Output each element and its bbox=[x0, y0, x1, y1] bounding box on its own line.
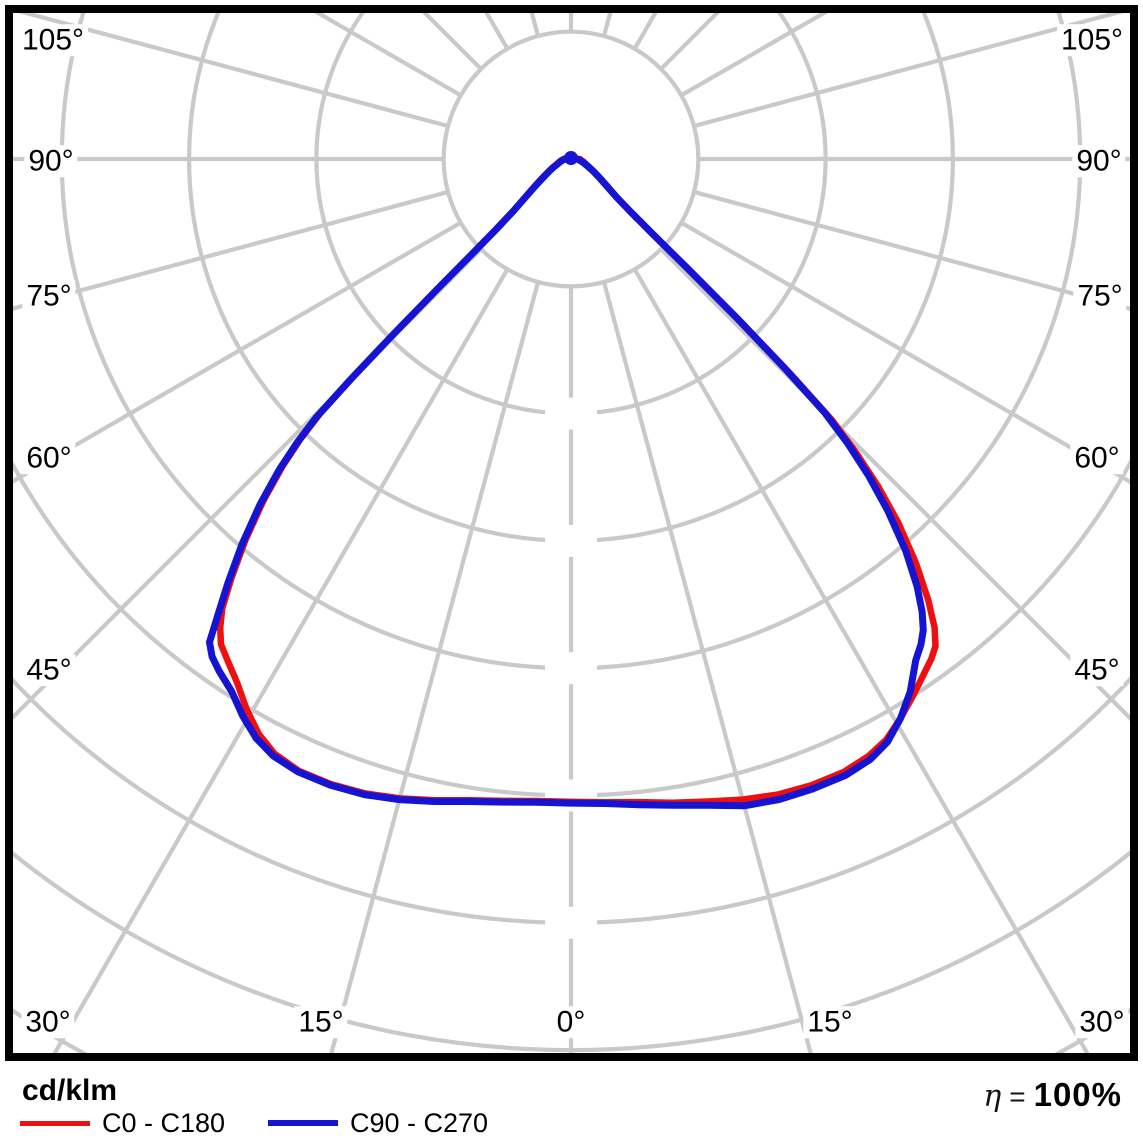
blank-ring-value-box bbox=[545, 906, 597, 939]
legend-label-c90-c270: C90 - C270 bbox=[350, 1107, 489, 1138]
legend-line-red-icon bbox=[20, 1120, 90, 1126]
grid-spoke bbox=[13, 189, 449, 311]
grid-spoke bbox=[52, 268, 510, 1053]
eta-symbol: η bbox=[983, 1079, 1002, 1114]
angle-label: 75° bbox=[1073, 280, 1127, 312]
grid-spoke bbox=[693, 189, 1130, 311]
grid-spoke bbox=[632, 268, 1090, 1053]
angle-label: 75° bbox=[22, 280, 76, 312]
curves bbox=[206, 155, 939, 810]
legend-item-c90-c270: C90 - C270 bbox=[268, 1107, 489, 1138]
efficiency-label: η = 100% bbox=[983, 1076, 1122, 1114]
blank-ring-value-box bbox=[545, 652, 597, 685]
legend-area: cd/klm C0 - C180 C90 - C270 η = 100% bbox=[0, 1062, 1143, 1143]
angle-label: 30° bbox=[21, 1006, 75, 1038]
grid-spoke bbox=[680, 220, 1130, 485]
angle-label: 0° bbox=[552, 1006, 590, 1038]
angle-label: 105° bbox=[1056, 24, 1128, 56]
grid-spoke bbox=[601, 281, 813, 1053]
angle-label: 60° bbox=[1070, 442, 1124, 474]
curve-c90-c270 bbox=[206, 155, 927, 810]
angle-label: 90° bbox=[1072, 145, 1126, 177]
eta-equals: = bbox=[1009, 1081, 1026, 1112]
unit-label: cd/klm bbox=[22, 1074, 118, 1107]
angle-label: 90° bbox=[24, 145, 78, 177]
plot-border bbox=[5, 5, 1138, 1061]
grid-spoke bbox=[693, 13, 1124, 129]
blank-ring-value-box bbox=[545, 397, 597, 430]
grid-spoke bbox=[18, 13, 449, 129]
legend-item-c0-c180: C0 - C180 bbox=[20, 1107, 226, 1138]
angle-label: 30° bbox=[1075, 1006, 1129, 1038]
legend-line-blue-icon bbox=[268, 1120, 338, 1126]
blank-ring-value-box bbox=[545, 524, 597, 557]
grid-spoke bbox=[329, 281, 541, 1053]
angle-label: 60° bbox=[22, 442, 76, 474]
angle-label: 105° bbox=[17, 24, 89, 56]
center-dot bbox=[564, 151, 578, 165]
eta-value: 100% bbox=[1033, 1076, 1122, 1113]
angle-label: 15° bbox=[803, 1006, 857, 1038]
legend-row: C0 - C180 C90 - C270 bbox=[20, 1107, 720, 1138]
angle-label: 45° bbox=[1070, 654, 1124, 686]
grid-spoke bbox=[13, 220, 462, 484]
legend-label-c0-c180: C0 - C180 bbox=[102, 1107, 226, 1138]
angle-label: 45° bbox=[22, 654, 76, 686]
angle-label: 15° bbox=[294, 1006, 348, 1038]
